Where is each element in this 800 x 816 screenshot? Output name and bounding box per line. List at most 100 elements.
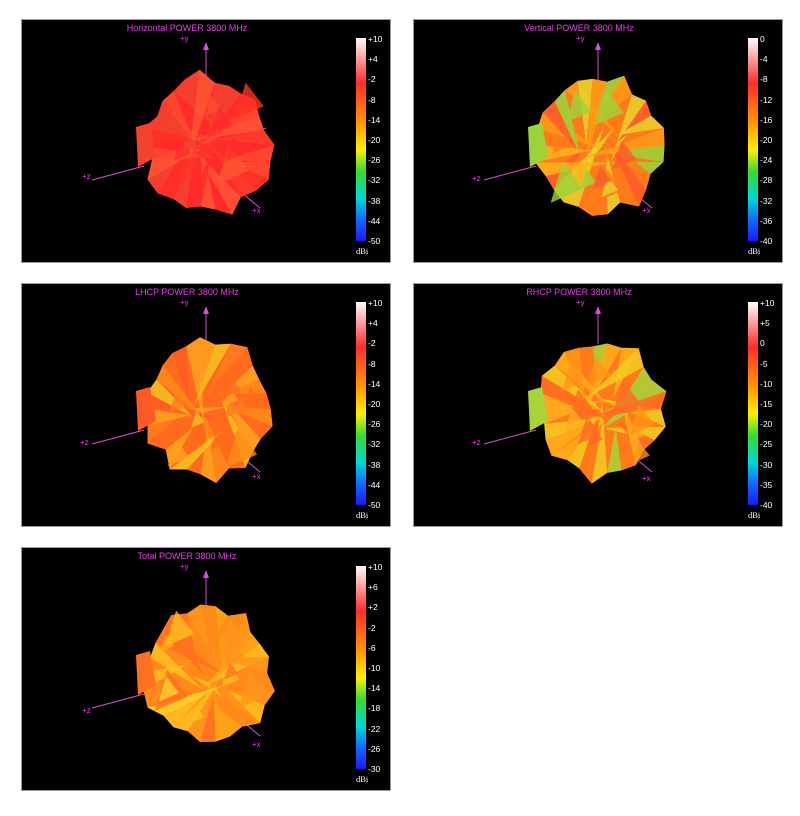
colorbar-tick: -32 [368,439,381,450]
pattern-facet [186,337,204,423]
colorbar-tick: -4 [760,54,768,65]
colorbar-tick: -26 [368,155,381,166]
pattern-facet [158,676,179,702]
z-axis-label: +z [82,706,91,715]
pattern-lobe [528,387,548,431]
x-axis-label: +x [642,206,651,215]
pattern-facet [588,427,604,447]
colorbar-tick: -8 [760,74,768,85]
colorbar-tick: -38 [368,195,381,206]
pattern-facet [616,115,664,136]
pattern-facet [211,130,275,145]
pattern-facet [188,69,215,161]
colorbar [356,302,366,505]
colorbar-tick: -50 [368,499,381,510]
y-axis-arrow [595,306,601,314]
pattern-facet [564,407,585,433]
colorbar-ticks: +10 +4 -2 -8 -14 -20 -26 -32 -38 -44 -50 [368,34,382,246]
radiation-pattern-plot [91,306,273,484]
colorbar [356,566,366,769]
pattern-facet [235,398,249,415]
pattern-facet [187,604,222,674]
pattern-surface [136,337,273,484]
pattern-facet [201,643,269,688]
chart-panel-rhcp: RHCP POWER 3800 MHz +y +z +x +10 +5 0 -5… [413,283,783,527]
colorbar-tick: -25 [760,439,773,450]
y-axis-label: +y [180,34,189,43]
pattern-facet [200,428,217,484]
pattern-facet [234,82,264,120]
pattern-facet [578,416,601,445]
colorbar-tick: -10 [368,662,381,673]
colorbar-tick: -15 [760,398,773,409]
colorbar-tick: +5 [760,318,770,329]
z-axis-line [91,693,145,709]
pattern-facet [629,404,655,437]
colorbar-ticks: +10 +4 -2 -8 -14 -20 -26 -32 -38 -44 -50 [368,298,382,510]
z-axis-label: +z [472,174,481,183]
pattern-facet [581,343,622,417]
colorbar-tick: +10 [368,298,383,308]
pattern-facet [224,662,239,680]
radiation-pattern-plot [483,42,665,216]
pattern-facet [156,365,201,416]
pattern-facet [199,337,216,392]
pattern-facet [545,404,618,456]
pattern-facet [607,427,622,473]
colorbar-tick: -40 [760,235,773,246]
pattern-facet [147,686,222,716]
chart-title: LHCP POWER 3800 MHz [135,287,239,297]
x-axis-label: +x [642,474,651,483]
y-axis-arrow [203,42,209,50]
radiation-pattern-plot [483,306,667,484]
pattern-surface [136,69,275,215]
pattern-facet [173,683,218,732]
pattern-facet [628,423,644,443]
colorbar-tick: -18 [368,703,381,714]
y-axis-arrow [203,570,209,578]
colorbar-tick: -26 [368,743,381,754]
colorbar-tick: -2 [368,338,376,349]
pattern-facet [219,372,242,400]
z-axis-line [91,429,145,445]
pattern-facet [191,706,205,724]
colorbar-tick: -2 [368,74,376,85]
pattern-facet [205,95,222,116]
chart-title: RHCP POWER 3800 MHz [526,287,632,297]
colorbar-tick: -20 [760,134,773,145]
pattern-facet [173,139,191,161]
colorbar-tick: -40 [760,499,773,510]
pattern-facet [244,386,258,403]
pattern-facet [223,639,245,667]
colorbar-tick: +10 [368,34,383,44]
chart-panel-lhcp: LHCP POWER 3800 MHz +y +z +x +10 +4 -2 -… [21,283,391,527]
y-axis-label: +y [576,34,585,43]
pattern-facet [147,427,190,450]
colorbar-tick: -20 [760,419,773,430]
colorbar-tick: +6 [368,582,378,593]
pattern-facet [606,137,647,207]
pattern-facet [612,139,637,170]
chart-title: Total POWER 3800 MHz [137,551,237,561]
colorbar-tick: 0 [760,34,765,44]
colorbar-tick: -8 [368,94,376,105]
colorbar-tick: -14 [368,114,381,125]
pattern-facet [224,399,240,419]
pattern-lobe [136,651,156,695]
colorbar-tick: +10 [368,562,383,572]
colorbar-tick: 0 [760,338,765,349]
colorbar-tick: -44 [368,479,381,490]
chart-title: Vertical POWER 3800 MHz [524,23,634,33]
colorbar-tick: -50 [368,235,381,246]
colorbar [356,38,366,241]
pattern-facet [142,656,200,691]
x-axis-label: +x [252,740,261,749]
x-axis-label: +x [252,206,261,215]
chart-title: Horizontal POWER 3800 MHz [126,23,248,33]
colorbar-tick: -24 [760,155,773,166]
pattern-facet [217,619,250,660]
pattern-facet [207,119,223,140]
colorbar-ticks: 0 -4 -8 -12 -16 -20 -24 -28 -32 -36 -40 [760,34,772,246]
colorbar-unit: dBi [356,510,369,520]
pattern-facet [580,169,597,190]
